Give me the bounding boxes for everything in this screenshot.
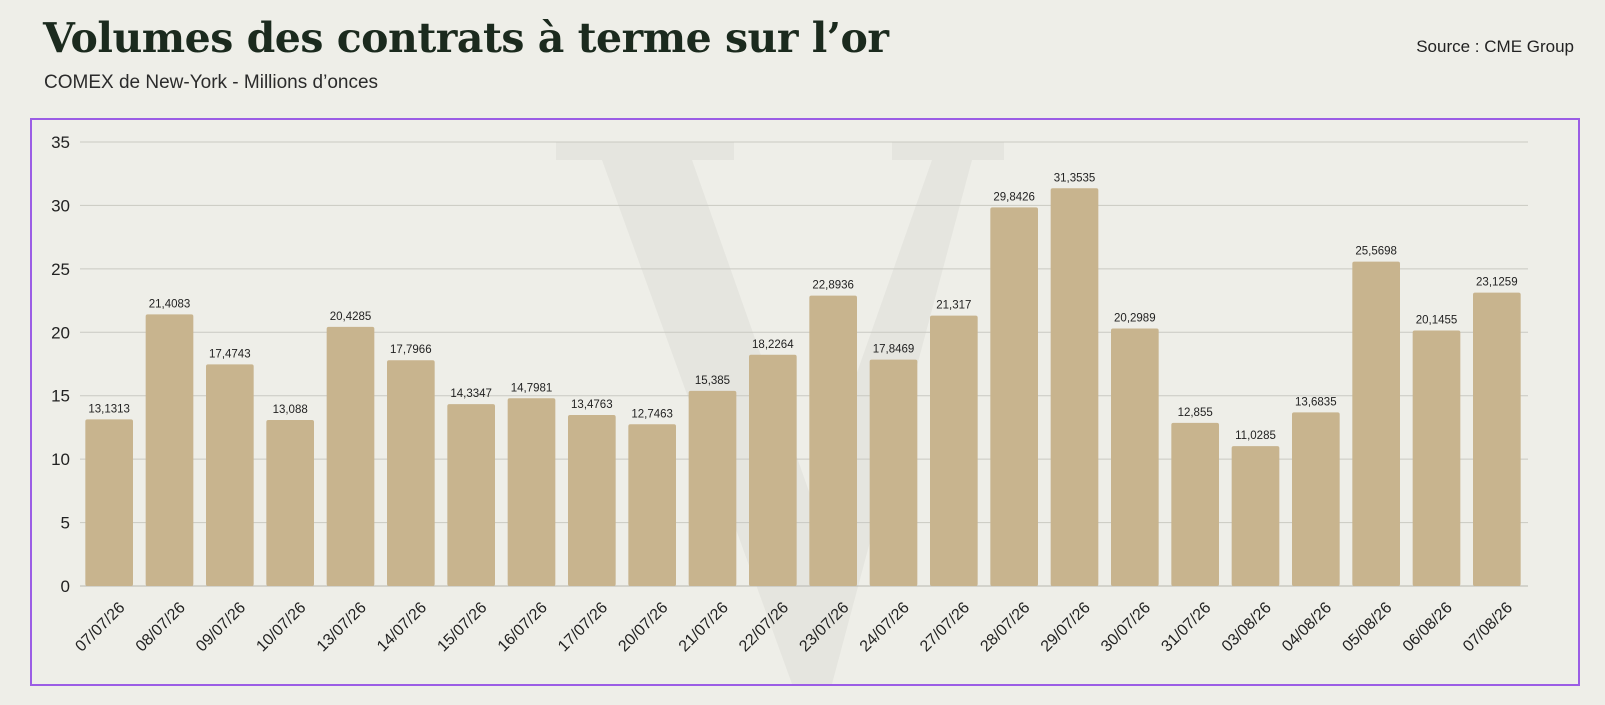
x-tick-label: 07/08/26 — [1460, 599, 1516, 655]
x-tick-label: 04/08/26 — [1279, 599, 1335, 655]
bar — [749, 354, 797, 586]
data-label: 23,1259 — [1476, 277, 1518, 289]
data-label: 11,0285 — [1235, 430, 1276, 442]
bar — [628, 424, 676, 586]
bar — [85, 419, 133, 586]
bar — [447, 404, 495, 586]
bars — [85, 188, 1521, 586]
bar — [809, 295, 857, 586]
y-tick-label: 35 — [51, 133, 70, 152]
bar — [387, 360, 435, 586]
bar — [1231, 446, 1280, 586]
data-label: 21,4083 — [149, 298, 191, 310]
y-tick-label: 30 — [51, 196, 70, 215]
x-tick-label: 08/07/26 — [133, 599, 189, 655]
data-label: 17,4743 — [209, 348, 251, 360]
x-tick-label: 10/07/26 — [253, 599, 309, 655]
y-tick-label: 5 — [61, 514, 70, 533]
bar — [507, 398, 556, 586]
x-tick-label: 03/08/26 — [1219, 599, 1275, 655]
bar — [1473, 292, 1521, 586]
bar — [206, 364, 254, 586]
bar — [568, 415, 616, 586]
bar-chart: 0 5 10 15 20 25 30 35 13,1313 21,4083 17,4743 13,0… — [51, 133, 1528, 684]
y-tick-label: 0 — [61, 577, 70, 596]
data-label: 20,4285 — [330, 311, 372, 323]
data-label: 22,8936 — [812, 280, 854, 292]
data-label: 14,7981 — [511, 382, 553, 394]
bar — [688, 390, 737, 586]
bar — [1292, 412, 1340, 586]
x-tick-label: 14/07/26 — [374, 599, 430, 655]
data-label: 31,3535 — [1054, 172, 1096, 184]
data-labels: 13,1313 21,4083 17,4743 13,088 20,4285 17,796… — [88, 172, 1517, 442]
x-tick-label: 09/07/26 — [193, 599, 249, 655]
bar — [145, 314, 194, 586]
bar — [930, 315, 978, 586]
page-title: Volumes des contrats à terme sur l’or — [43, 14, 889, 62]
bar — [1352, 261, 1400, 586]
bar — [1050, 188, 1099, 586]
x-tick-label: 05/08/26 — [1339, 599, 1395, 655]
x-tick-label: 07/07/26 — [72, 599, 128, 655]
x-tick-label: 30/07/26 — [1098, 599, 1154, 655]
data-label: 13,6835 — [1295, 396, 1337, 408]
bar — [1171, 422, 1219, 586]
bar — [326, 326, 375, 586]
data-label: 17,7966 — [390, 344, 432, 356]
chart-frame: 0 5 10 15 20 25 30 35 13,1313 21,4083 17,4743 13,0… — [30, 118, 1580, 686]
bar — [869, 359, 918, 586]
y-tick-label: 15 — [51, 387, 70, 406]
data-label: 15,385 — [695, 375, 730, 387]
bar — [1412, 330, 1461, 586]
data-label: 20,1455 — [1416, 314, 1458, 326]
page-subtitle: COMEX de New-York - Millions d’onces — [44, 72, 379, 93]
x-tick-label: 06/08/26 — [1400, 599, 1456, 655]
x-tick-label: 16/07/26 — [495, 599, 551, 655]
data-label: 14,3347 — [450, 388, 492, 400]
x-tick-label: 21/07/26 — [676, 599, 732, 655]
bar — [266, 419, 314, 586]
x-tick-label: 31/07/26 — [1158, 599, 1214, 655]
data-label: 13,4763 — [571, 399, 613, 411]
data-label: 29,8426 — [993, 191, 1035, 203]
data-label: 13,1313 — [88, 403, 130, 415]
x-tick-label: 13/07/26 — [314, 599, 370, 655]
data-label: 17,8469 — [873, 344, 915, 356]
gridlines — [80, 141, 1528, 587]
x-tick-label: 17/07/26 — [555, 599, 611, 655]
source-note: Source : CME Group — [1416, 37, 1574, 56]
bar — [1111, 328, 1159, 586]
x-tick-label: 20/07/26 — [615, 599, 671, 655]
data-label: 12,7463 — [631, 408, 673, 420]
data-label: 18,2264 — [752, 339, 794, 351]
x-tick-label: 24/07/26 — [857, 599, 913, 655]
data-label: 13,088 — [273, 404, 308, 416]
data-label: 20,2989 — [1114, 312, 1156, 324]
y-tick-label: 10 — [51, 450, 70, 469]
y-tick-label: 20 — [51, 323, 70, 342]
data-label: 25,5698 — [1355, 246, 1397, 258]
data-label: 21,317 — [936, 300, 971, 312]
x-tick-label: 15/07/26 — [434, 599, 490, 655]
x-tick-label: 27/07/26 — [917, 599, 973, 655]
bar — [990, 207, 1038, 586]
data-label: 12,855 — [1178, 407, 1213, 419]
y-axis: 0 5 10 15 20 25 30 35 — [51, 133, 70, 596]
x-tick-label: 29/07/26 — [1038, 599, 1094, 655]
y-tick-label: 25 — [51, 260, 70, 279]
x-tick-label: 28/07/26 — [977, 599, 1033, 655]
